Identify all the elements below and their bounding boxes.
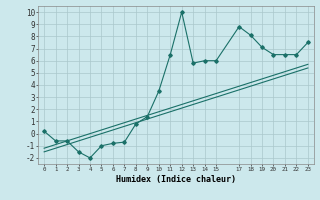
X-axis label: Humidex (Indice chaleur): Humidex (Indice chaleur) xyxy=(116,175,236,184)
